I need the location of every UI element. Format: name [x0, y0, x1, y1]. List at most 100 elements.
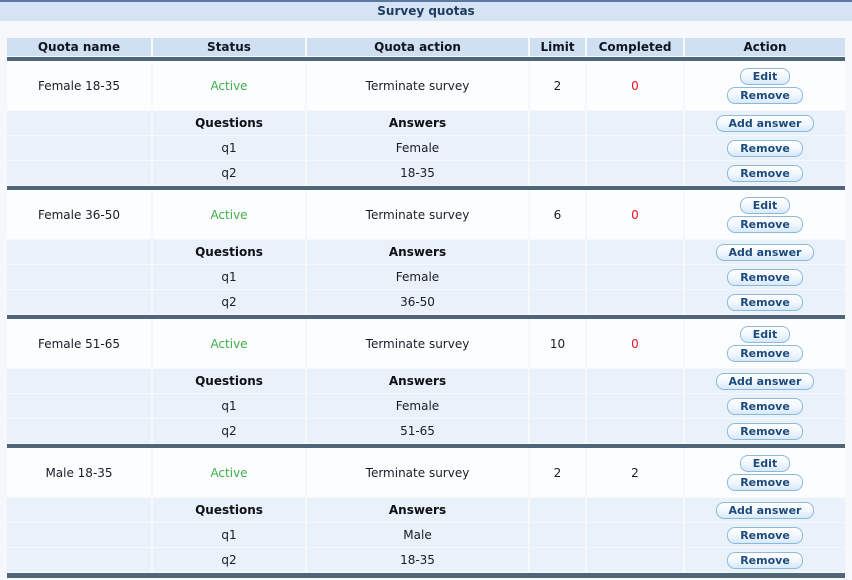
column-header-action: Action	[685, 38, 845, 56]
edit-quota-button[interactable]: Edit	[739, 454, 791, 472]
empty-cell	[587, 548, 683, 572]
member-rows: q1 Male Remove q2 18-35 Remove	[7, 523, 845, 572]
quota-name: Male 18-35	[7, 448, 151, 497]
column-header-quota-action: Quota action	[307, 38, 528, 56]
remove-answer-button[interactable]: Remove	[727, 397, 803, 415]
empty-cell	[7, 240, 151, 264]
empty-cell	[587, 265, 683, 289]
member-question: q1	[153, 523, 305, 547]
member-answer: Female	[307, 394, 528, 418]
member-rows: q1 Female Remove q2 18-35 Remove	[7, 136, 845, 185]
answers-header: Answers	[307, 240, 528, 264]
quota-separator	[7, 186, 845, 190]
remove-answer-button[interactable]: Remove	[727, 526, 803, 544]
empty-cell	[530, 394, 585, 418]
member-actions-cell: Remove	[685, 136, 845, 160]
remove-quota-button[interactable]: Remove	[727, 215, 803, 233]
member-answer: 36-50	[307, 290, 528, 314]
members-actions-cell: Add answer	[685, 111, 845, 135]
empty-cell	[530, 498, 585, 522]
quota-completed: 0	[587, 190, 683, 239]
remove-answer-button[interactable]: Remove	[727, 268, 803, 286]
questions-header: Questions	[153, 111, 305, 135]
remove-answer-button[interactable]: Remove	[727, 551, 803, 569]
quota-separator	[7, 444, 845, 448]
member-row: q2 18-35 Remove	[7, 161, 845, 185]
member-actions-cell: Remove	[685, 161, 845, 185]
column-header-completed: Completed	[587, 38, 683, 56]
empty-cell	[587, 240, 683, 264]
empty-cell	[7, 369, 151, 393]
add-answer-button[interactable]: Add answer	[715, 114, 815, 132]
quota-actions-cell: Edit Remove	[685, 190, 845, 239]
remove-answer-button[interactable]: Remove	[727, 139, 803, 157]
edit-quota-button[interactable]: Edit	[739, 325, 791, 343]
members-header-row: Questions Answers Add answer	[7, 240, 845, 264]
member-question: q2	[153, 161, 305, 185]
quota-completed: 0	[587, 61, 683, 110]
members-header-row: Questions Answers Add answer	[7, 498, 845, 522]
answers-header: Answers	[307, 111, 528, 135]
quota-status: Active	[153, 319, 305, 368]
empty-cell	[7, 394, 151, 418]
edit-quota-button[interactable]: Edit	[739, 67, 791, 85]
header-separator	[7, 57, 845, 61]
quota-block: Male 18-35 Active Terminate survey 2 2 E…	[7, 448, 845, 578]
quota-actions-cell: Edit Remove	[685, 319, 845, 368]
member-question: q1	[153, 136, 305, 160]
quota-separator	[7, 573, 845, 578]
add-answer-button[interactable]: Add answer	[715, 243, 815, 261]
quota-row: Female 51-65 Active Terminate survey 10 …	[7, 319, 845, 368]
empty-cell	[530, 369, 585, 393]
member-actions-cell: Remove	[685, 419, 845, 443]
empty-cell	[530, 161, 585, 185]
member-actions-cell: Remove	[685, 290, 845, 314]
empty-cell	[587, 290, 683, 314]
quota-separator	[7, 315, 845, 319]
remove-answer-button[interactable]: Remove	[727, 293, 803, 311]
remove-quota-button[interactable]: Remove	[727, 473, 803, 491]
empty-cell	[530, 265, 585, 289]
quota-block: Female 36-50 Active Terminate survey 6 0…	[7, 190, 845, 319]
empty-cell	[7, 419, 151, 443]
empty-cell	[587, 394, 683, 418]
member-rows: q1 Female Remove q2 51-65 Remove	[7, 394, 845, 443]
quota-name: Female 36-50	[7, 190, 151, 239]
members-actions-cell: Add answer	[685, 240, 845, 264]
edit-quota-button[interactable]: Edit	[739, 196, 791, 214]
quota-actions-cell: Edit Remove	[685, 61, 845, 110]
empty-cell	[7, 290, 151, 314]
questions-header: Questions	[153, 240, 305, 264]
quota-limit: 10	[530, 319, 585, 368]
empty-cell	[530, 240, 585, 264]
quota-action: Terminate survey	[307, 448, 528, 497]
quota-block: Female 18-35 Active Terminate survey 2 0…	[7, 61, 845, 190]
add-answer-button[interactable]: Add answer	[715, 372, 815, 390]
quota-name: Female 18-35	[7, 61, 151, 110]
empty-cell	[530, 136, 585, 160]
quota-completed: 2	[587, 448, 683, 497]
remove-answer-button[interactable]: Remove	[727, 164, 803, 182]
quota-limit: 6	[530, 190, 585, 239]
questions-header: Questions	[153, 369, 305, 393]
column-header-limit: Limit	[530, 38, 585, 56]
answers-header: Answers	[307, 498, 528, 522]
member-row: q2 36-50 Remove	[7, 290, 845, 314]
members-header-row: Questions Answers Add answer	[7, 369, 845, 393]
quota-limit: 2	[530, 61, 585, 110]
remove-quota-button[interactable]: Remove	[727, 344, 803, 362]
empty-cell	[530, 523, 585, 547]
remove-quota-button[interactable]: Remove	[727, 86, 803, 104]
remove-answer-button[interactable]: Remove	[727, 422, 803, 440]
add-answer-button[interactable]: Add answer	[715, 501, 815, 519]
empty-cell	[587, 419, 683, 443]
member-actions-cell: Remove	[685, 265, 845, 289]
quota-action: Terminate survey	[307, 190, 528, 239]
quota-action: Terminate survey	[307, 319, 528, 368]
empty-cell	[7, 548, 151, 572]
empty-cell	[7, 111, 151, 135]
questions-header: Questions	[153, 498, 305, 522]
column-header-status: Status	[153, 38, 305, 56]
title-bar: Survey quotas	[0, 0, 852, 21]
